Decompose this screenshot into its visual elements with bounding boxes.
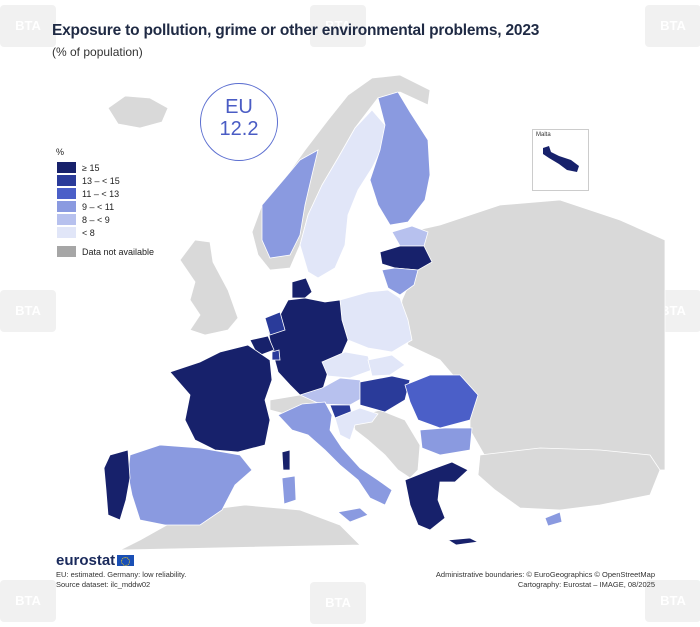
legend-swatch [56, 245, 77, 258]
legend-swatch [56, 200, 77, 213]
legend: % ≥ 15 13 – < 15 11 – < 13 9 – < 11 8 – … [56, 147, 154, 258]
legend-label: ≥ 15 [82, 162, 100, 173]
watermark: BTA [645, 5, 700, 47]
legend-item: 11 – < 13 [56, 187, 154, 200]
cartography-credit: Cartography: Eurostat – IMAGE, 08/2025 [517, 580, 655, 589]
country-latvia[interactable] [379, 245, 433, 271]
country-luxembourg[interactable] [271, 349, 281, 361]
country-spain[interactable] [127, 444, 253, 526]
country-romania[interactable] [404, 374, 479, 429]
country-corsica[interactable] [281, 449, 291, 471]
legend-swatch [56, 213, 77, 226]
watermark: BTA [645, 580, 700, 622]
country-sicily[interactable] [337, 507, 369, 523]
footnote: EU: estimated. Germany: low reliability. [56, 570, 187, 579]
legend-swatch [56, 161, 77, 174]
legend-label: 9 – < 11 [82, 201, 115, 212]
watermark: BTA [310, 5, 366, 47]
country-portugal[interactable] [103, 449, 131, 521]
watermark: BTA [310, 582, 366, 624]
country-bulgaria[interactable] [419, 427, 473, 456]
country-hungary[interactable] [359, 375, 411, 413]
eu-flag-icon [117, 555, 135, 566]
country-iceland[interactable] [107, 95, 169, 129]
eu-average-badge: EU 12.2 [200, 83, 278, 161]
country-denmark[interactable] [291, 277, 313, 299]
legend-item: 9 – < 11 [56, 200, 154, 213]
legend-swatch [56, 174, 77, 187]
country-poland[interactable] [339, 289, 413, 353]
logo-text: eurostat [56, 552, 116, 569]
map-subtitle: (% of population) [52, 45, 143, 59]
legend-item: 13 – < 15 [56, 174, 154, 187]
malta-inset: Malta [532, 129, 589, 191]
country-slovakia[interactable] [367, 354, 406, 377]
legend-item-na: Data not available [56, 245, 154, 258]
legend-swatch [56, 187, 77, 200]
malta-map [543, 146, 579, 172]
watermark: BTA [0, 290, 56, 332]
country-uk[interactable] [179, 239, 239, 336]
legend-swatch [56, 226, 77, 239]
watermark: BTA [0, 580, 56, 622]
country-france[interactable] [169, 344, 273, 453]
legend-unit: % [56, 147, 65, 157]
country-estonia[interactable] [391, 225, 429, 247]
boundaries-credit: Administrative boundaries: © EuroGeograp… [435, 570, 655, 579]
country-italy[interactable] [277, 401, 393, 506]
eu-label: EU [225, 96, 253, 118]
country-finland[interactable] [369, 91, 431, 226]
watermark: BTA [0, 5, 56, 47]
eurostat-logo: eurostat [56, 552, 135, 569]
country-malta[interactable] [543, 146, 579, 172]
legend-item: < 8 [56, 226, 154, 239]
country-lithuania[interactable] [381, 267, 419, 296]
eu-value: 12.2 [219, 118, 259, 140]
country-croatia[interactable] [334, 407, 379, 441]
inset-label: Malta [536, 132, 551, 138]
source-note: Source dataset: ilc_mddw02 [56, 580, 151, 589]
country-sardinia[interactable] [281, 475, 297, 505]
country-norway-blue[interactable] [261, 149, 319, 259]
country-turkey[interactable] [477, 447, 661, 511]
country-cyprus[interactable] [544, 511, 563, 527]
legend-label: 8 – < 9 [82, 214, 110, 225]
legend-item: ≥ 15 [56, 161, 154, 174]
map-title: Exposure to pollution, grime or other en… [52, 22, 540, 39]
legend-label: Data not available [82, 246, 155, 257]
legend-label: < 8 [82, 227, 95, 238]
country-netherlands[interactable] [264, 311, 286, 336]
legend-label: 11 – < 13 [82, 188, 120, 199]
legend-item: 8 – < 9 [56, 213, 154, 226]
eu-countries [103, 91, 563, 546]
country-crete[interactable] [446, 537, 480, 546]
country-greece[interactable] [404, 461, 469, 531]
legend-label: 13 – < 15 [82, 175, 120, 186]
